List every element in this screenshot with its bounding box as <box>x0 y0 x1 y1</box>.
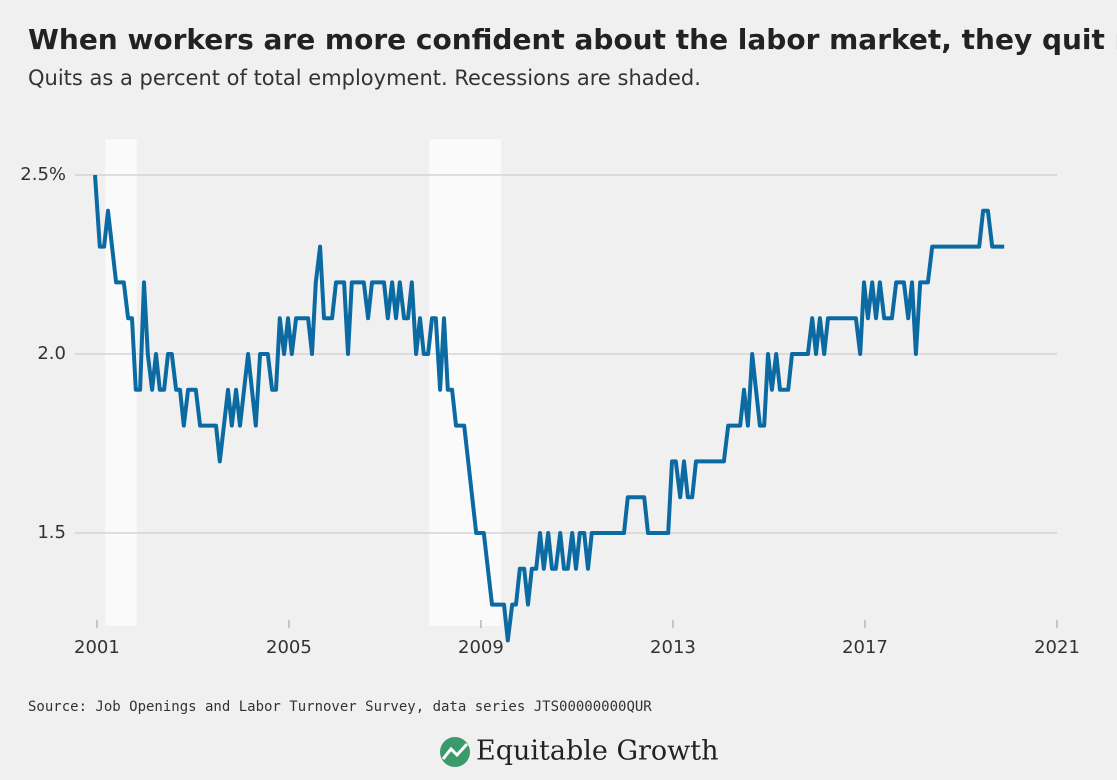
y-tick-label: 2.5% <box>20 164 66 185</box>
data-line <box>93 174 1005 643</box>
chart-subtitle: Quits as a percent of total employment. … <box>28 66 701 90</box>
x-tick-label: 2021 <box>1034 637 1080 658</box>
x-tick-label: 2017 <box>842 637 888 658</box>
x-tick-label: 2009 <box>458 637 504 658</box>
x-tick-label: 2013 <box>650 637 696 658</box>
y-tick-label: 2.0 <box>37 343 66 364</box>
x-tick-label: 2005 <box>266 637 312 658</box>
source: Source: Job Openings and Labor Turnover … <box>28 699 652 715</box>
chart-title: When workers are more confident about th… <box>28 23 1117 56</box>
x-tick-label: 2001 <box>74 637 120 658</box>
logo-icon <box>440 737 470 767</box>
y-tick-label: 1.5 <box>37 522 66 543</box>
brand: Equitable Growth <box>476 736 719 767</box>
